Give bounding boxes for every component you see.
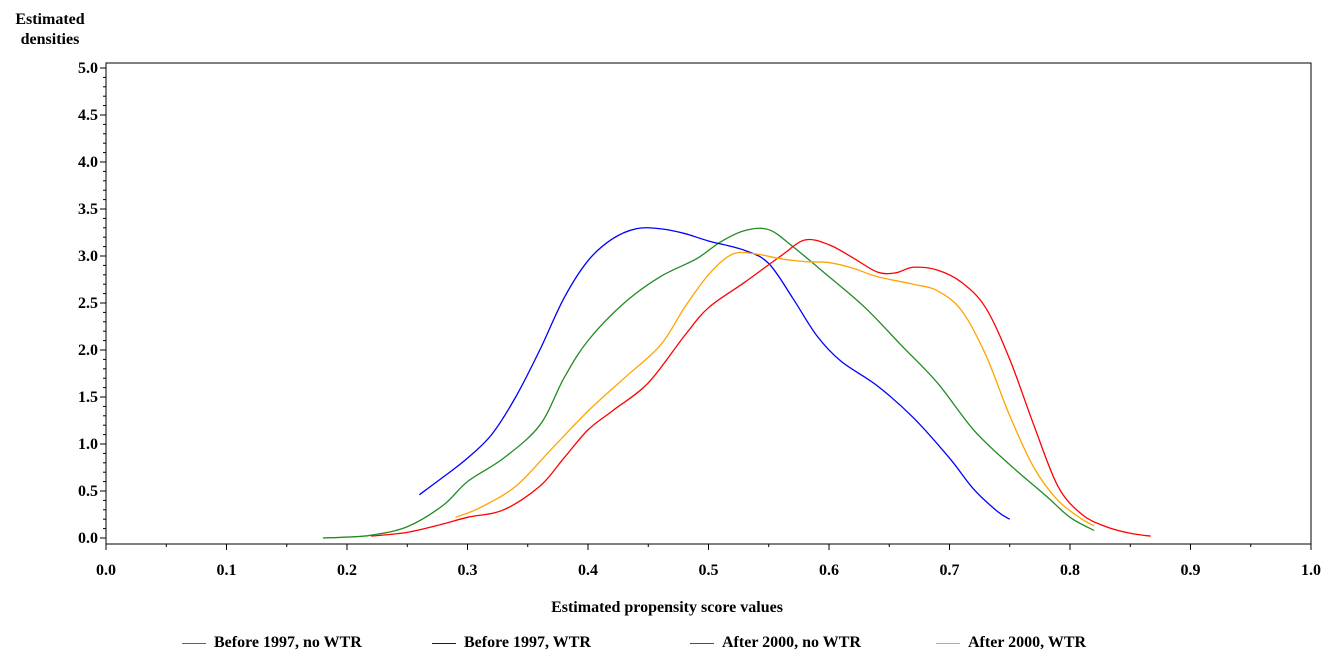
x-tick-label: 0.6 xyxy=(819,562,839,579)
x-tick-label: 1.0 xyxy=(1301,562,1321,579)
series-line-4 xyxy=(455,251,1095,527)
y-tick-label: 2.5 xyxy=(78,295,98,312)
legend-item-before-1997-wtr: Before 1997, WTR xyxy=(432,634,591,652)
legend: Before 1997, no WTR Before 1997, WTR Aft… xyxy=(0,634,1334,656)
y-axis-label-line-2: densities xyxy=(20,31,80,48)
x-tick-label: 0.2 xyxy=(337,562,357,579)
series-layer xyxy=(322,227,1151,539)
y-tick-label: 0.5 xyxy=(78,483,98,500)
x-tick-label: 0.5 xyxy=(699,562,719,579)
legend-swatch-orange xyxy=(936,642,960,644)
x-tick-label: 0.8 xyxy=(1060,562,1080,579)
y-tick-label: 4.5 xyxy=(78,107,98,124)
series-line-3 xyxy=(371,238,1151,537)
x-axis-label: Estimated propensity score values xyxy=(551,599,783,616)
plot-frame xyxy=(105,62,1312,545)
legend-label: After 2000, no WTR xyxy=(722,634,861,651)
x-tick-label: 0.1 xyxy=(217,562,237,579)
x-tick-label: 0.0 xyxy=(96,562,116,579)
y-tick-label: 4.0 xyxy=(78,154,98,171)
legend-item-after-2000-wtr: After 2000, WTR xyxy=(936,634,1086,652)
y-tick-label: 2.0 xyxy=(78,342,98,359)
legend-label: Before 1997, WTR xyxy=(464,634,591,651)
y-axis-label-line-1: Estimated xyxy=(15,11,85,28)
y-tick-label: 1.5 xyxy=(78,389,98,406)
legend-swatch-blue xyxy=(432,642,456,644)
x-tick-label: 0.9 xyxy=(1181,562,1201,579)
series-line-2 xyxy=(418,227,1011,520)
legend-swatch-green xyxy=(182,642,206,644)
y-axis-label: Estimated densities xyxy=(8,10,92,50)
y-tick-label: 3.5 xyxy=(78,201,98,218)
legend-swatch-red xyxy=(690,642,714,644)
series-line-1 xyxy=(322,227,1095,539)
legend-item-after-2000-no-wtr: After 2000, no WTR xyxy=(690,634,861,652)
y-tick-label: 0.0 xyxy=(78,530,98,547)
x-tick-label: 0.3 xyxy=(458,562,478,579)
legend-item-before-1997-no-wtr: Before 1997, no WTR xyxy=(182,634,362,652)
x-axis: 0.0 0.1 0.2 0.3 0.4 0.5 0.6 0.7 0.8 0.9 1.0 xyxy=(96,544,1321,579)
x-tick-label: 0.4 xyxy=(578,562,598,579)
y-tick-label: 1.0 xyxy=(78,436,98,453)
legend-label: Before 1997, no WTR xyxy=(214,634,362,651)
legend-label: After 2000, WTR xyxy=(968,634,1087,651)
y-tick-label: 5.0 xyxy=(78,60,98,77)
y-axis: 0.0 0.5 1.0 1.5 2.0 2.5 3.0 3.5 4.0 4.5 5.0 xyxy=(78,60,106,547)
y-tick-label: 3.0 xyxy=(78,248,98,265)
x-tick-label: 0.7 xyxy=(940,562,960,579)
